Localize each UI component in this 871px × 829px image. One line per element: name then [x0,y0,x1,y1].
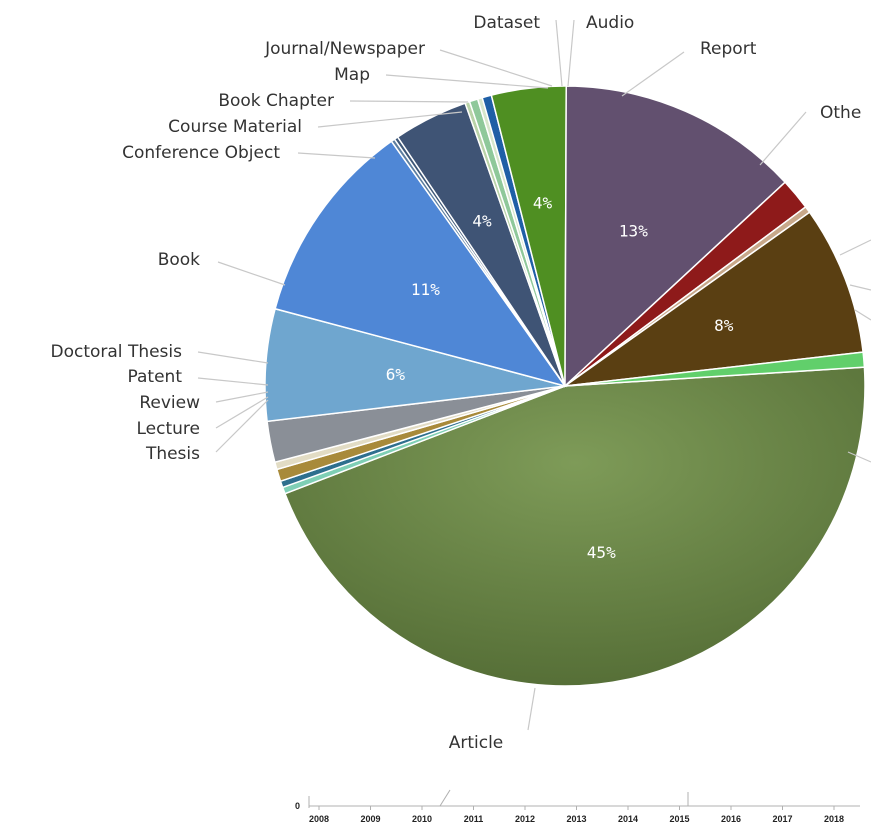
leader-line [849,284,871,291]
slice-label-doctoral-thesis: Doctoral Thesis [51,342,183,362]
timeline-axis: 0 2008 2009 2010 2011 2012 2013 2014 2015 2016 20… [295,789,860,824]
x-tick-label: 2017 [772,814,792,824]
x-tick-label: 2008 [309,814,329,824]
pie-percent-label: 4% [472,212,492,231]
leader-line [197,351,269,364]
x-tick-label: 2018 [824,814,844,824]
leader-lines [197,19,871,731]
pie-percent-label: 8% [714,316,734,335]
axis-fragment-line [439,789,451,807]
slice-label-othe: Othe [820,103,861,123]
slice-label-journal-newspaper: Journal/Newspaper [264,39,425,59]
leader-line [215,396,269,429]
x-tick-label: 2016 [721,814,741,824]
x-tick-label: 2013 [566,814,586,824]
pie-percent-label: 6% [386,365,406,384]
pie-slice-conference-object[interactable] [274,140,567,388]
leader-line [215,391,269,403]
slice-label-conference-object: Conference Object [122,143,280,163]
x-tick-label: 2015 [669,814,689,824]
x-tick-label: 2009 [360,814,380,824]
slice-label-map: Map [334,65,370,85]
slice-label-book-chapter: Book Chapter [218,91,334,111]
pie-slice-unlabeled-20[interactable] [564,351,866,387]
slice-label-book: Book [158,250,200,270]
slice-label-review: Review [139,393,200,413]
x-tick-label: 2014 [618,814,638,824]
pie-slice-unlabeled-19[interactable] [564,211,864,387]
slice-label-dataset: Dataset [473,13,540,33]
leader-line [847,451,871,463]
slice-label-thesis: Thesis [145,444,200,464]
leader-line [555,19,563,87]
leader-line [759,111,807,166]
leader-line [317,111,463,128]
leader-line [567,19,575,87]
percent-labels: 45% 6% 11% 4% 4% 13% 8% [386,193,734,562]
pie-percent-label: 45% [587,543,616,562]
leader-line [349,100,469,103]
x-tick-label: 2012 [515,814,535,824]
leader-line [621,51,685,97]
leader-line [527,687,536,731]
pie-percent-label: 13% [619,221,648,240]
y-tick-label: 0 [295,801,300,811]
leader-line [297,152,376,159]
pie-slice-article[interactable] [284,366,866,687]
pie-percent-label: 4% [533,193,553,212]
x-tick-label: 2011 [464,814,484,824]
slice-label-report: Report [700,39,757,59]
leader-line [439,49,553,87]
pie-percent-label: 11% [411,280,440,299]
slice-label-article: Article [449,733,504,753]
x-tick-label: 2010 [412,814,432,824]
pie-slices [264,85,866,687]
slice-labels: Article Thesis Lecture Review Patent Doctoral… [51,13,862,753]
slice-label-course-material: Course Material [168,117,302,137]
leader-line [215,399,269,453]
leader-line [385,74,549,89]
leader-line [197,377,269,386]
leader-line [839,239,871,256]
x-ticks: 2008 2009 2010 2011 2012 2013 2014 2015 2016 2017… [309,806,844,824]
leader-line [854,309,871,321]
pie-slice-othe[interactable] [564,85,787,388]
slice-label-lecture: Lecture [137,419,201,439]
slice-label-audio: Audio [586,13,634,33]
leader-line [217,261,286,286]
slice-label-patent: Patent [128,367,183,387]
